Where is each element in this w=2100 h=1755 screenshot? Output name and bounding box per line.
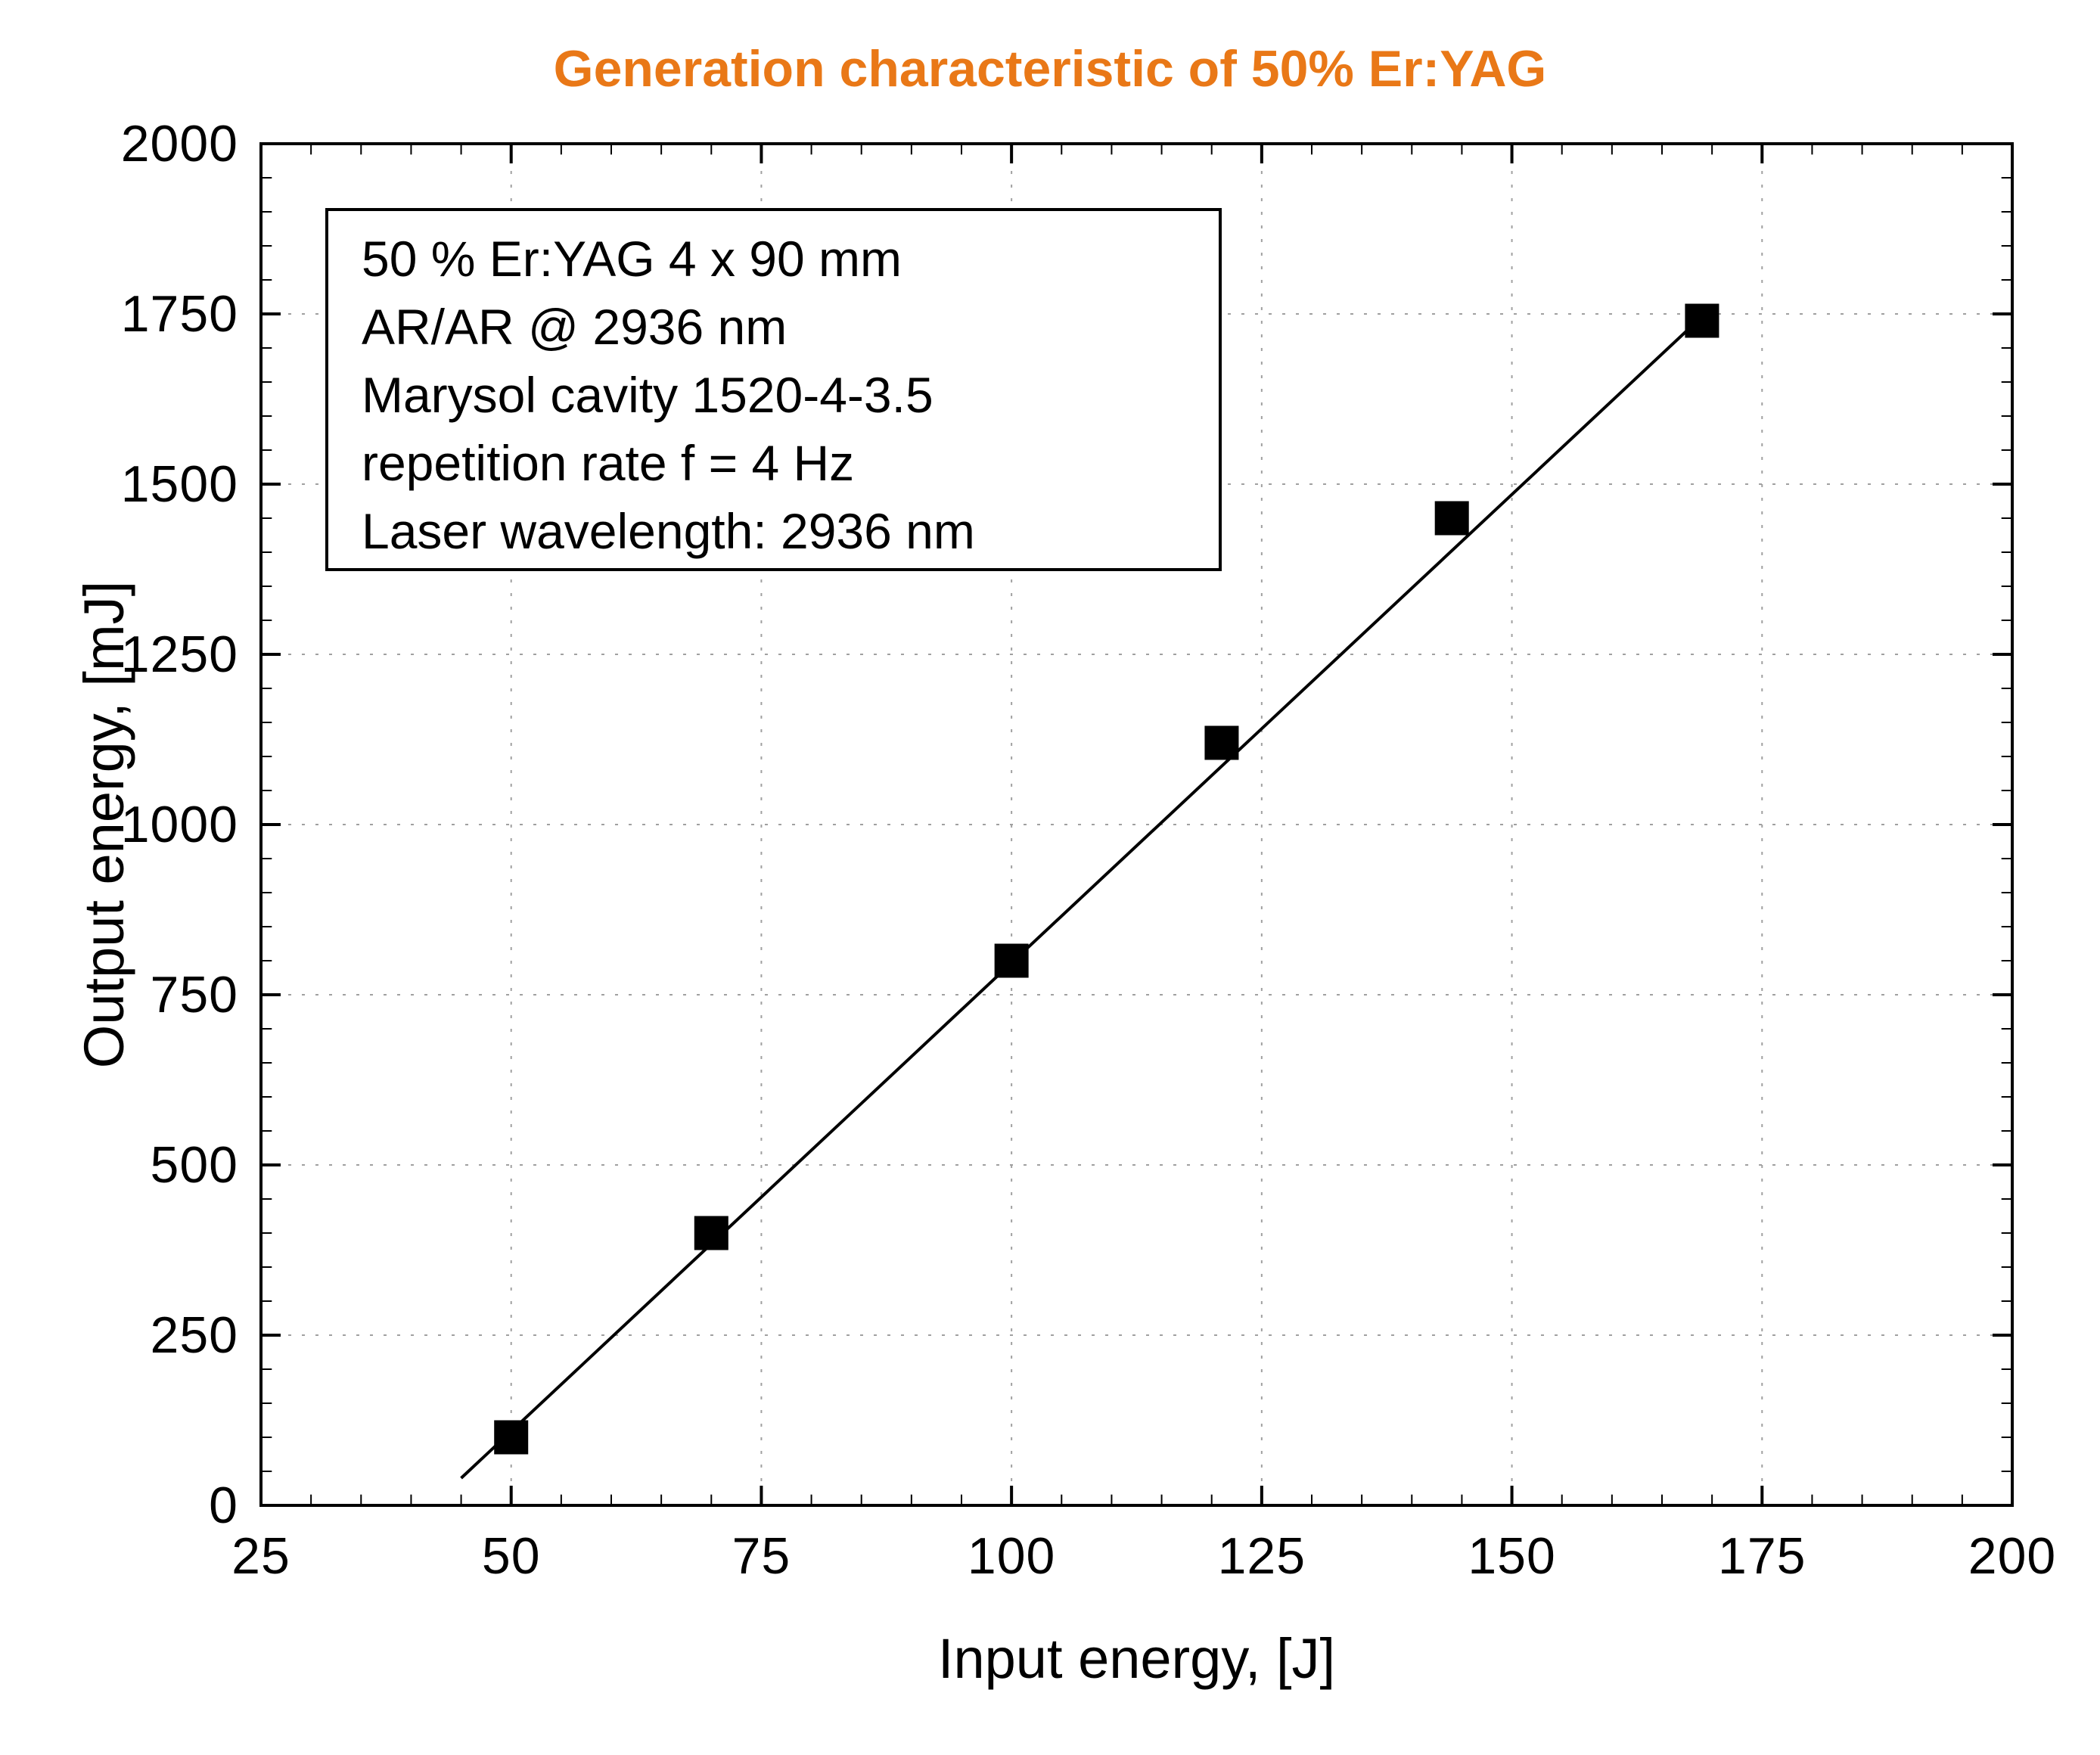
x-tick-label: 75	[685, 1527, 837, 1586]
parameters-line: 50 % Er:YAG 4 x 90 mm	[362, 225, 1185, 293]
parameters-line: repetition rate f = 4 Hz	[362, 429, 1185, 497]
y-tick-label: 1500	[42, 455, 238, 514]
y-tick-label: 2000	[42, 114, 238, 173]
y-tick-label: 0	[42, 1476, 238, 1535]
y-tick-label: 1000	[42, 795, 238, 854]
x-tick-label: 150	[1437, 1527, 1588, 1586]
parameters-box: 50 % Er:YAG 4 x 90 mmAR/AR @ 2936 nmMary…	[325, 208, 1222, 571]
y-tick-label: 1750	[42, 284, 238, 343]
y-tick-label: 750	[42, 965, 238, 1024]
y-tick-label: 250	[42, 1306, 238, 1365]
parameters-line: Laser wavelength: 2936 nm	[362, 497, 1185, 565]
x-tick-label: 50	[436, 1527, 587, 1586]
y-tick-label: 500	[42, 1135, 238, 1194]
x-tick-label: 25	[185, 1527, 337, 1586]
x-tick-label: 100	[936, 1527, 1087, 1586]
parameters-line: Marysol cavity 1520-4-3.5	[362, 361, 1185, 429]
x-axis-label: Input energy, [J]	[261, 1626, 2012, 1691]
parameters-line: AR/AR @ 2936 nm	[362, 293, 1185, 361]
y-tick-label: 1250	[42, 625, 238, 684]
x-tick-label: 175	[1686, 1527, 1837, 1586]
x-tick-label: 125	[1186, 1527, 1337, 1586]
x-tick-label: 200	[1937, 1527, 2088, 1586]
